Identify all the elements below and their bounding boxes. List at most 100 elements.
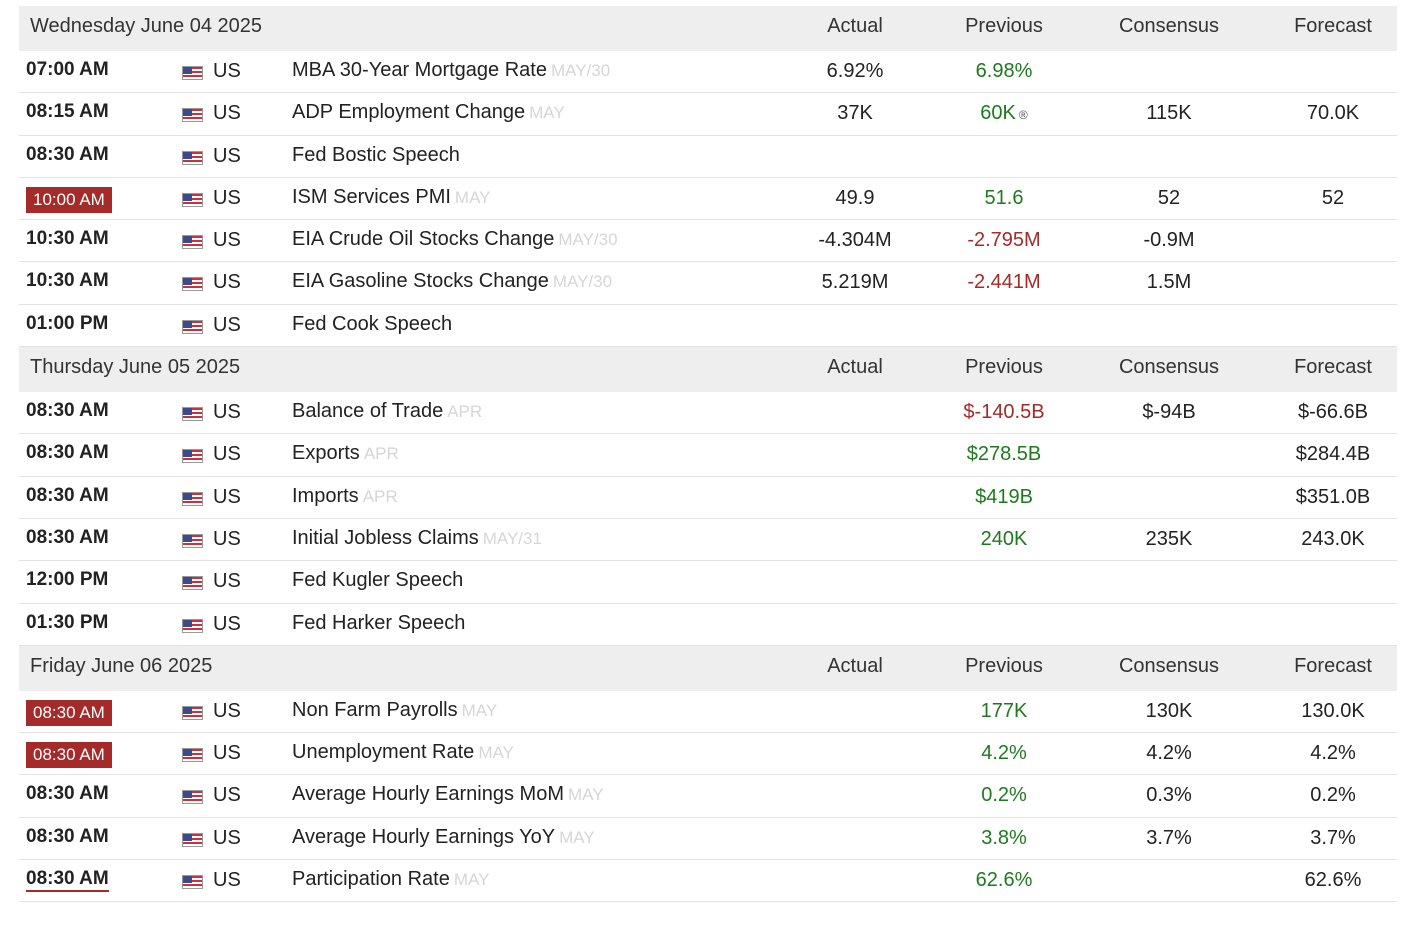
event-forecast: $284.4B bbox=[1295, 443, 1371, 466]
event-country: US bbox=[213, 699, 241, 722]
event-consensus: 115K bbox=[1146, 102, 1192, 125]
event-name: Fed Bostic Speech bbox=[292, 143, 460, 166]
event-previous-value: $-140.5B bbox=[963, 401, 1045, 424]
event-previous: 6.98% bbox=[924, 60, 1084, 83]
event-consensus: -0.9M bbox=[1143, 229, 1195, 252]
calendar-event-row[interactable]: 01:30 PM US Fed Harker Speech bbox=[19, 604, 1397, 646]
event-previous: 51.6 bbox=[924, 187, 1084, 210]
column-header-forecast[interactable]: Forecast bbox=[1294, 356, 1372, 379]
calendar-event-row[interactable]: 01:00 PM US Fed Cook Speech bbox=[19, 305, 1397, 348]
column-header-actual[interactable]: Actual bbox=[827, 15, 883, 37]
event-name-link[interactable]: ADP Employment Change MAY bbox=[292, 101, 565, 124]
calendar-event-row[interactable]: 10:00 AM US ISM Services PMI MAY 49.9 51.6 52 5… bbox=[19, 178, 1397, 221]
event-time: 10:30 AM bbox=[26, 228, 109, 250]
event-name-link[interactable]: Exports APR bbox=[292, 442, 399, 465]
event-name-link[interactable]: Participation Rate MAY bbox=[292, 868, 489, 891]
event-name-link[interactable]: Fed Harker Speech bbox=[292, 612, 469, 635]
event-time: 08:30 AM bbox=[26, 783, 109, 805]
event-name-link[interactable]: Fed Kugler Speech bbox=[292, 569, 467, 592]
calendar-event-row[interactable]: 08:30 AM US Participation Rate MAY 62.6% 62.6… bbox=[19, 860, 1397, 903]
event-name: EIA Crude Oil Stocks Change bbox=[292, 228, 555, 251]
event-name-link[interactable]: Average Hourly Earnings MoM MAY bbox=[292, 783, 604, 806]
column-header-previous[interactable]: Previous bbox=[965, 356, 1043, 379]
calendar-event-row[interactable]: 08:30 AM US Fed Bostic Speech bbox=[19, 136, 1397, 178]
calendar-event-row[interactable]: 08:15 AM US ADP Employment Change MAY 37K 60K… bbox=[19, 93, 1397, 136]
event-name-link[interactable]: EIA Crude Oil Stocks Change MAY/30 bbox=[292, 228, 618, 251]
event-previous: 62.6% bbox=[924, 869, 1084, 892]
event-previous: -2.795M bbox=[924, 229, 1084, 252]
event-name-link[interactable]: Fed Cook Speech bbox=[292, 313, 456, 336]
column-header-consensus[interactable]: Consensus bbox=[1118, 15, 1220, 37]
event-name: EIA Gasoline Stocks Change bbox=[292, 270, 549, 293]
event-name-link[interactable]: Non Farm Payrolls MAY bbox=[292, 699, 497, 722]
event-country: US bbox=[213, 826, 241, 849]
event-name: Participation Rate bbox=[292, 868, 450, 891]
event-name: MBA 30-Year Mortgage Rate bbox=[292, 59, 547, 81]
event-actual: 37K bbox=[837, 102, 873, 125]
calendar-event-row[interactable]: 08:30 AM US Exports APR $278.5B $284.4B bbox=[19, 434, 1397, 477]
calendar-event-row[interactable]: 08:30 AM US Average Hourly Earnings YoY MAY… bbox=[19, 818, 1397, 861]
calendar-event-row[interactable]: 08:30 AM US Initial Jobless Claims MAY/31 24… bbox=[19, 519, 1397, 562]
column-header-consensus[interactable]: Consensus bbox=[1118, 654, 1220, 677]
calendar-event-row[interactable]: 08:30 AM US Non Farm Payrolls MAY 177K 130K 13… bbox=[19, 691, 1397, 734]
day-date: Friday June 06 2025 bbox=[30, 654, 213, 677]
event-reference-period: MAY/30 bbox=[558, 230, 618, 250]
calendar-event-row[interactable]: 12:00 PM US Fed Kugler Speech bbox=[19, 561, 1397, 604]
calendar-event-row[interactable]: 10:30 AM US EIA Crude Oil Stocks Change MAY… bbox=[19, 220, 1397, 263]
column-header-actual[interactable]: Actual bbox=[827, 356, 883, 379]
event-name: Fed Kugler Speech bbox=[292, 569, 464, 592]
calendar-event-row[interactable]: 07:00 AM US MBA 30-Year Mortgage Rate MAY/3… bbox=[19, 51, 1397, 94]
column-header-consensus[interactable]: Consensus bbox=[1118, 356, 1220, 379]
event-consensus: 235K bbox=[1145, 527, 1193, 550]
event-reference-period: APR bbox=[362, 486, 398, 506]
economic-calendar: Wednesday June 04 2025 Actual Previous Cons… bbox=[19, 6, 1397, 903]
event-country: US bbox=[213, 612, 241, 635]
event-previous: $-140.5B bbox=[924, 401, 1084, 424]
event-previous: $278.5B bbox=[924, 443, 1084, 466]
event-country: US bbox=[213, 527, 241, 550]
calendar-event-row[interactable]: 10:30 AM US EIA Gasoline Stocks Change MAY/… bbox=[19, 262, 1397, 305]
column-header-forecast[interactable]: Forecast bbox=[1294, 654, 1372, 677]
event-name-link[interactable]: Unemployment Rate MAY bbox=[292, 741, 514, 764]
event-country: US bbox=[213, 271, 241, 294]
event-previous-value: 240K bbox=[980, 527, 1028, 550]
event-previous-value: -2.441M bbox=[967, 271, 1041, 294]
column-header-actual[interactable]: Actual bbox=[827, 654, 883, 677]
event-previous-value: 62.6% bbox=[975, 869, 1033, 892]
event-consensus: 1.5M bbox=[1146, 271, 1192, 294]
us-flag-icon bbox=[182, 790, 203, 805]
us-flag-icon bbox=[182, 533, 203, 548]
event-country: US bbox=[213, 869, 241, 892]
event-name-link[interactable]: EIA Gasoline Stocks Change MAY/30 bbox=[292, 270, 612, 293]
us-flag-icon bbox=[182, 491, 203, 506]
event-time: 12:00 PM bbox=[26, 569, 109, 591]
event-previous-value: $419B bbox=[975, 485, 1033, 508]
event-time: 08:30 AM bbox=[26, 400, 109, 422]
column-header-previous[interactable]: Previous bbox=[965, 15, 1043, 37]
calendar-event-row[interactable]: 08:30 AM US Imports APR $419B $351.0B bbox=[19, 477, 1397, 519]
event-name-link[interactable]: Average Hourly Earnings YoY MAY bbox=[292, 826, 595, 849]
event-name-link[interactable]: Fed Bostic Speech bbox=[292, 144, 464, 167]
revised-icon[interactable]: ® bbox=[1018, 108, 1028, 123]
event-name-link[interactable]: MBA 30-Year Mortgage Rate MAY/30 bbox=[292, 59, 610, 82]
event-time: 08:30 AM bbox=[26, 825, 109, 847]
event-name: Fed Harker Speech bbox=[292, 611, 466, 634]
event-name-link[interactable]: Imports APR bbox=[292, 485, 398, 508]
event-previous-value: 177K bbox=[980, 699, 1028, 722]
column-header-previous[interactable]: Previous bbox=[965, 654, 1043, 677]
event-country: US bbox=[213, 229, 241, 252]
calendar-event-row[interactable]: 08:30 AM US Unemployment Rate MAY 4.2% 4.2% 4.… bbox=[19, 733, 1397, 776]
event-time: 07:00 AM bbox=[26, 59, 109, 80]
event-country: US bbox=[213, 485, 241, 508]
column-header-forecast[interactable]: Forecast bbox=[1294, 15, 1372, 37]
event-reference-period: MAY bbox=[478, 743, 514, 763]
event-forecast: $-66.6B bbox=[1297, 401, 1369, 424]
calendar-event-row[interactable]: 08:30 AM US Average Hourly Earnings MoM MAY… bbox=[19, 775, 1397, 818]
event-name-link[interactable]: ISM Services PMI MAY bbox=[292, 186, 491, 209]
us-flag-icon bbox=[182, 235, 203, 250]
event-name-link[interactable]: Initial Jobless Claims MAY/31 bbox=[292, 527, 542, 550]
event-name-link[interactable]: Balance of Trade APR bbox=[292, 400, 482, 423]
event-previous-value: 4.2% bbox=[981, 742, 1027, 765]
event-forecast: 243.0K bbox=[1301, 527, 1365, 550]
calendar-event-row[interactable]: 08:30 AM US Balance of Trade APR $-140.5B $-9… bbox=[19, 392, 1397, 435]
